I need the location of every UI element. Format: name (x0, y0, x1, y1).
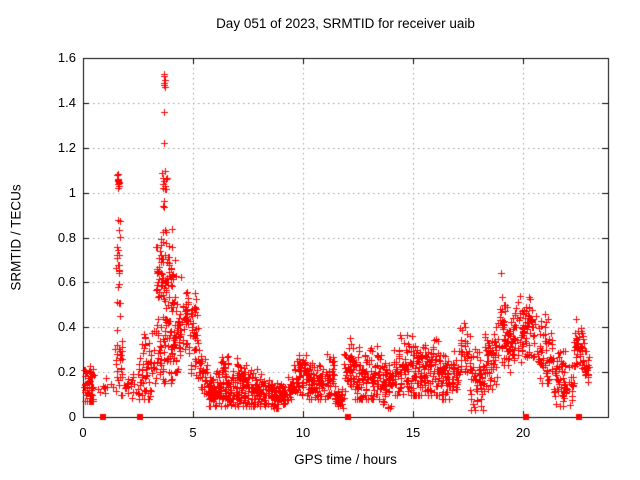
y-tick-label: 1.2 (57, 139, 76, 155)
x-tick-label: 15 (405, 425, 421, 440)
x-tick-label: 20 (515, 425, 531, 440)
x-tick-label: 5 (189, 425, 197, 440)
x-axis-label: GPS time / hours (294, 452, 397, 467)
y-tick-label: 1.6 (57, 50, 76, 65)
x-tick-label: 0 (79, 425, 87, 440)
y-tick-label: 0 (68, 409, 76, 424)
y-tick-label: 1.4 (57, 94, 76, 110)
y-tick-label: 0.2 (57, 364, 76, 380)
y-tick-label: 1 (68, 184, 76, 200)
y-tick-label: 0.6 (57, 274, 76, 290)
x-tick-label: 10 (295, 425, 311, 440)
chart-title: Day 051 of 2023, SRMTID for receiver uai… (216, 16, 475, 31)
y-tick-label: 0.4 (57, 319, 76, 335)
y-tick-label: 0.8 (57, 229, 76, 245)
